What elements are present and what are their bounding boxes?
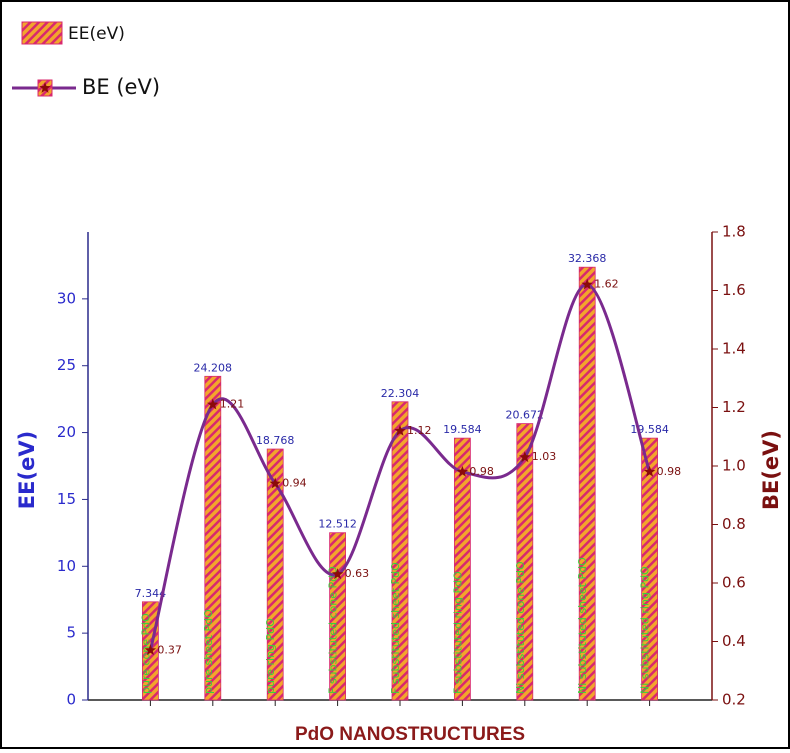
y2-tick-label: 1.6 xyxy=(722,281,746,299)
y-axis-title: EE(eV) xyxy=(15,431,39,509)
y2-tick-label: 0.4 xyxy=(722,632,746,650)
bar-value-label: 12.512 xyxy=(318,518,357,531)
be-value-label: 0.63 xyxy=(345,567,370,580)
category-label: Ni substituted ring PdO xyxy=(639,566,652,694)
category-label: F substituted ring PdO xyxy=(451,571,464,694)
bar-value-label: 19.584 xyxy=(443,423,482,436)
bar-value-label: 18.768 xyxy=(256,434,295,447)
bar-value-label: 32.368 xyxy=(568,252,607,265)
category-label: Ni substituted cone PdO xyxy=(514,561,527,694)
y-tick-label: 10 xyxy=(57,557,76,575)
be-value-label: 0.37 xyxy=(157,643,182,656)
legend-label: BE (eV) xyxy=(82,75,160,99)
chart: PdO NANOSTRUCTURES EE(eV) BE(eV) 0 5 10 15 2… xyxy=(0,0,790,749)
bar-value-label: 24.208 xyxy=(194,361,233,374)
y2-tick-label: 1.8 xyxy=(722,223,746,241)
y-tick-label: 30 xyxy=(57,289,76,307)
category-label: F substituted sheet PdO xyxy=(389,562,402,694)
y-tick-label: 25 xyxy=(57,356,76,374)
be-value-label: 1.62 xyxy=(594,278,619,291)
be-value-label: 1.21 xyxy=(220,398,245,411)
category-label: Ni substituted sheet PdO xyxy=(576,557,589,694)
bar-value-label: 22.304 xyxy=(381,387,420,400)
y2-tick-label: 0.6 xyxy=(722,574,746,592)
category-label: F substituted cone PdO xyxy=(327,566,340,694)
y2-tick-label: 1.4 xyxy=(722,340,746,358)
legend-swatch xyxy=(22,22,62,44)
y-tick-label: 5 xyxy=(66,624,76,642)
y2-axis-title: BE(eV) xyxy=(759,430,783,510)
be-value-label: 1.03 xyxy=(532,450,557,463)
y2-tick-label: 0.2 xyxy=(722,691,746,709)
y-tick-label: 0 xyxy=(66,691,76,709)
category-label: pure sheet PdO xyxy=(202,609,215,694)
be-value-label: 0.94 xyxy=(282,477,307,490)
y-tick-label: 20 xyxy=(57,423,76,441)
y-tick-label: 15 xyxy=(57,490,76,508)
y2-tick-label: 0.8 xyxy=(722,515,746,533)
be-value-label: 0.98 xyxy=(657,465,682,478)
be-value-label: 0.98 xyxy=(469,465,494,478)
be-value-label: 1.12 xyxy=(407,424,432,437)
category-label: pure ring PdO xyxy=(264,618,277,694)
y2-tick-label: 1.0 xyxy=(722,457,746,475)
y2-tick-label: 1.2 xyxy=(722,398,746,416)
x-axis-title: PdO NANOSTRUCTURES xyxy=(295,724,525,745)
legend-label: EE(eV) xyxy=(68,24,125,44)
category-label: pure cone PdO xyxy=(139,613,152,694)
